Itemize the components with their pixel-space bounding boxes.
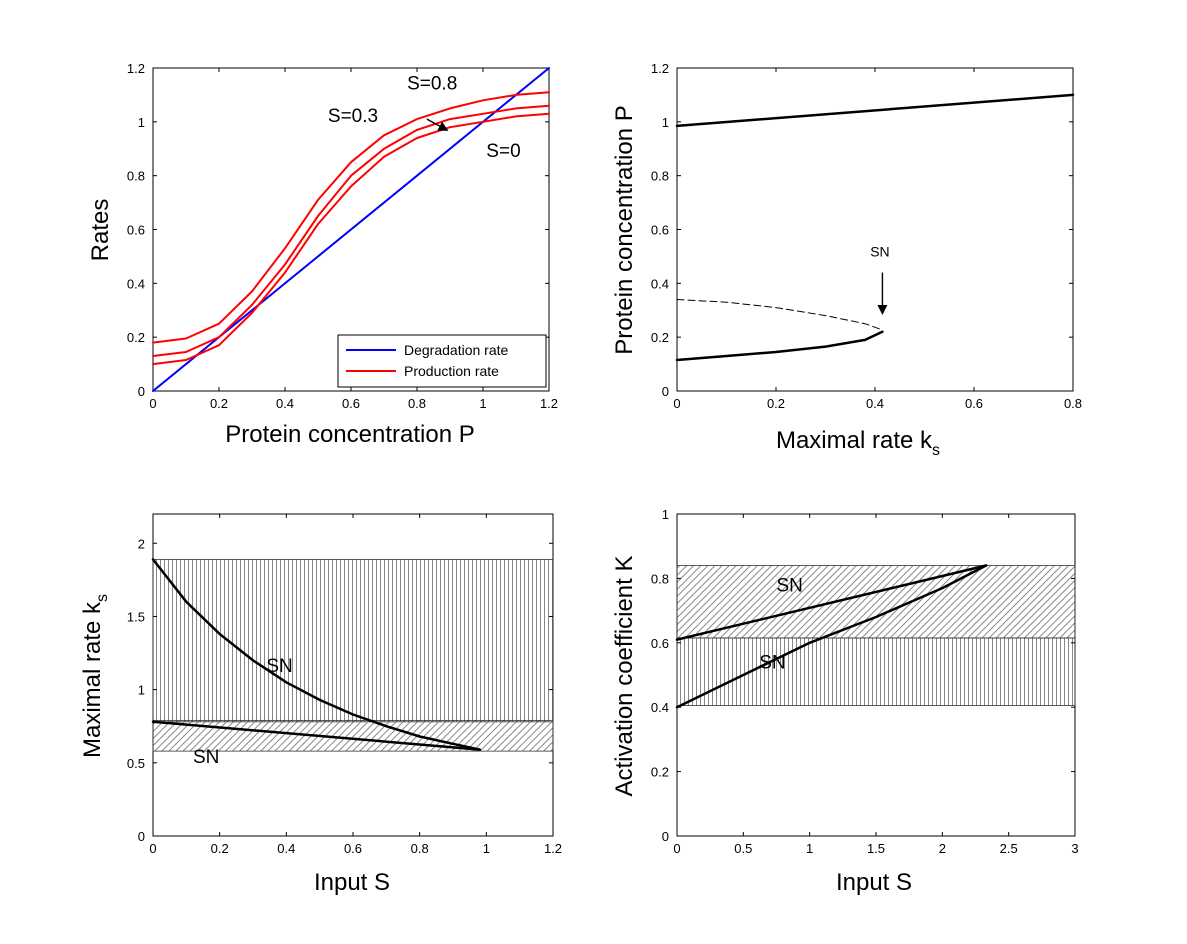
x-tick-label: 0 [149, 396, 156, 411]
panel-b-series-line [675, 93, 1075, 128]
y-tick-label: 0.4 [651, 276, 669, 291]
panel-c-series-line [151, 558, 481, 751]
x-tick-label: 0 [673, 841, 680, 856]
panel-d-band-vertical [676, 637, 1076, 706]
x-tick-label: 2 [939, 841, 946, 856]
x-tick-label: 0.6 [965, 396, 983, 411]
y-tick-label: 0 [138, 829, 145, 844]
panel-c-marks: 0 0.2 0.4 0.6 0.8 1 1.2 0 0.5 1 1.5 2 SN SN [127, 513, 562, 856]
panel-c: 0 0.2 0.4 0.6 0.8 1 1.2 0 0.5 1 1.5 2 SN SN Input S M… [79, 513, 562, 896]
x-tick-label: 1.5 [867, 841, 885, 856]
y-tick-label: 1 [662, 115, 669, 130]
x-tick-label: 0.2 [210, 396, 228, 411]
y-tick-label: 0.6 [651, 636, 669, 651]
y-tick-label: 0.6 [651, 223, 669, 238]
y-tick-label: 0.2 [127, 330, 145, 345]
panel-a-arrow [426, 118, 449, 131]
panel-b-annotation: SN [870, 243, 889, 259]
panel-c-band-vertical [152, 558, 554, 723]
panel-a-ylabel: Rates [87, 199, 114, 262]
panel-d-ylabel: Activation coefficient K [611, 555, 638, 796]
y-tick-label: 0.5 [127, 756, 145, 771]
panel-a-xlabel: Protein concentration P [225, 421, 474, 448]
x-tick-label: 2.5 [1000, 841, 1018, 856]
y-tick-label: 1.2 [127, 61, 145, 76]
y-tick-label: 1 [662, 507, 669, 522]
panel-c-band-diagonal [152, 719, 554, 752]
y-tick-label: 0.2 [651, 765, 669, 780]
y-tick-label: 1.5 [127, 609, 145, 624]
panel-a-annotation: S=0 [486, 141, 520, 162]
panel-a-series-line [152, 112, 550, 366]
x-tick-label: 0.4 [276, 396, 294, 411]
y-tick-label: 0.8 [127, 169, 145, 184]
panel-b-marks: 0 0.2 0.4 0.6 0.8 0 0.2 0.4 0.6 0.8 1 1.2 SN [651, 61, 1082, 411]
panel-c-ylabel-sub: s [94, 594, 111, 602]
panel-d-xlabel: Input S [836, 869, 912, 896]
legend-label-production: Production rate [404, 363, 499, 379]
x-tick-label: 0 [149, 841, 156, 856]
y-tick-label: 0.8 [651, 571, 669, 586]
x-tick-label: 0.2 [767, 396, 785, 411]
panel-b-series-line [675, 330, 884, 362]
x-tick-label: 0.4 [277, 841, 295, 856]
panel-a-series-line [152, 91, 550, 344]
legend: Degradation rate Production rate [337, 334, 547, 388]
panel-b-xlabel-main: Maximal rate k [776, 427, 933, 454]
y-tick-label: 1.2 [651, 61, 669, 76]
panel-c-annotation: SN [266, 656, 292, 677]
panel-c-ylabel: Maximal rate ks [79, 594, 111, 758]
panel-c-ylabel-main: Maximal rate k [79, 601, 106, 758]
panel-b: 0 0.2 0.4 0.6 0.8 0 0.2 0.4 0.6 0.8 1 1.2 SN Maximal… [611, 61, 1082, 459]
x-tick-label: 0.4 [866, 396, 884, 411]
y-tick-label: 1 [138, 683, 145, 698]
x-tick-label: 0 [673, 396, 680, 411]
panel-d-marks: 0 0.5 1 1.5 2 2.5 3 0 0.2 0.4 0.6 0.8 1 SN SN [651, 507, 1079, 856]
x-tick-label: 1 [483, 841, 490, 856]
panel-d-series-line [675, 564, 988, 641]
x-tick-label: 1.2 [540, 396, 558, 411]
x-tick-label: 0.2 [211, 841, 229, 856]
panel-a-series-line [152, 104, 550, 357]
x-tick-label: 0.8 [408, 396, 426, 411]
y-tick-label: 0 [138, 384, 145, 399]
panel-d-annotation: SN [759, 653, 785, 674]
panel-b-xlabel-sub: s [932, 442, 940, 459]
x-tick-label: 1 [806, 841, 813, 856]
panel-a-annotation: S=0.3 [328, 106, 378, 127]
y-tick-label: 2 [138, 536, 145, 551]
panel-a: 0 0.2 0.4 0.6 0.8 1 1.2 0 0.2 0.4 0.6 0.8 1 1.2 S=0.8 S… [87, 61, 558, 448]
panel-d-series-line [675, 564, 988, 709]
x-tick-label: 0.8 [1064, 396, 1082, 411]
panel-c-xlabel: Input S [314, 869, 390, 896]
y-tick-label: 0.8 [651, 169, 669, 184]
y-tick-label: 0.2 [651, 330, 669, 345]
x-tick-label: 0.5 [734, 841, 752, 856]
panel-b-xlabel: Maximal rate ks [776, 427, 940, 459]
panel-b-series-line [676, 299, 881, 330]
x-tick-label: 1 [479, 396, 486, 411]
x-tick-label: 0.6 [342, 396, 360, 411]
y-tick-label: 1 [138, 115, 145, 130]
panel-a-annotation: S=0.8 [407, 74, 457, 95]
panel-d-annotation: SN [777, 575, 803, 596]
y-tick-label: 0.4 [651, 700, 669, 715]
x-tick-label: 0.6 [344, 841, 362, 856]
panel-b-axes-frame [676, 67, 1074, 392]
legend-box [337, 334, 547, 388]
y-tick-label: 0 [662, 829, 669, 844]
y-tick-label: 0.4 [127, 276, 145, 291]
y-tick-label: 0 [662, 384, 669, 399]
y-tick-label: 0.6 [127, 223, 145, 238]
x-tick-label: 3 [1071, 841, 1078, 856]
x-tick-label: 0.8 [411, 841, 429, 856]
panel-c-series-line [151, 720, 481, 751]
x-tick-label: 1.2 [544, 841, 562, 856]
panel-d-band-diagonal [676, 565, 1076, 639]
legend-label-degradation: Degradation rate [404, 342, 509, 358]
panel-b-ylabel: Protein concentration P [611, 105, 638, 354]
panel-c-annotation: SN [193, 747, 219, 768]
